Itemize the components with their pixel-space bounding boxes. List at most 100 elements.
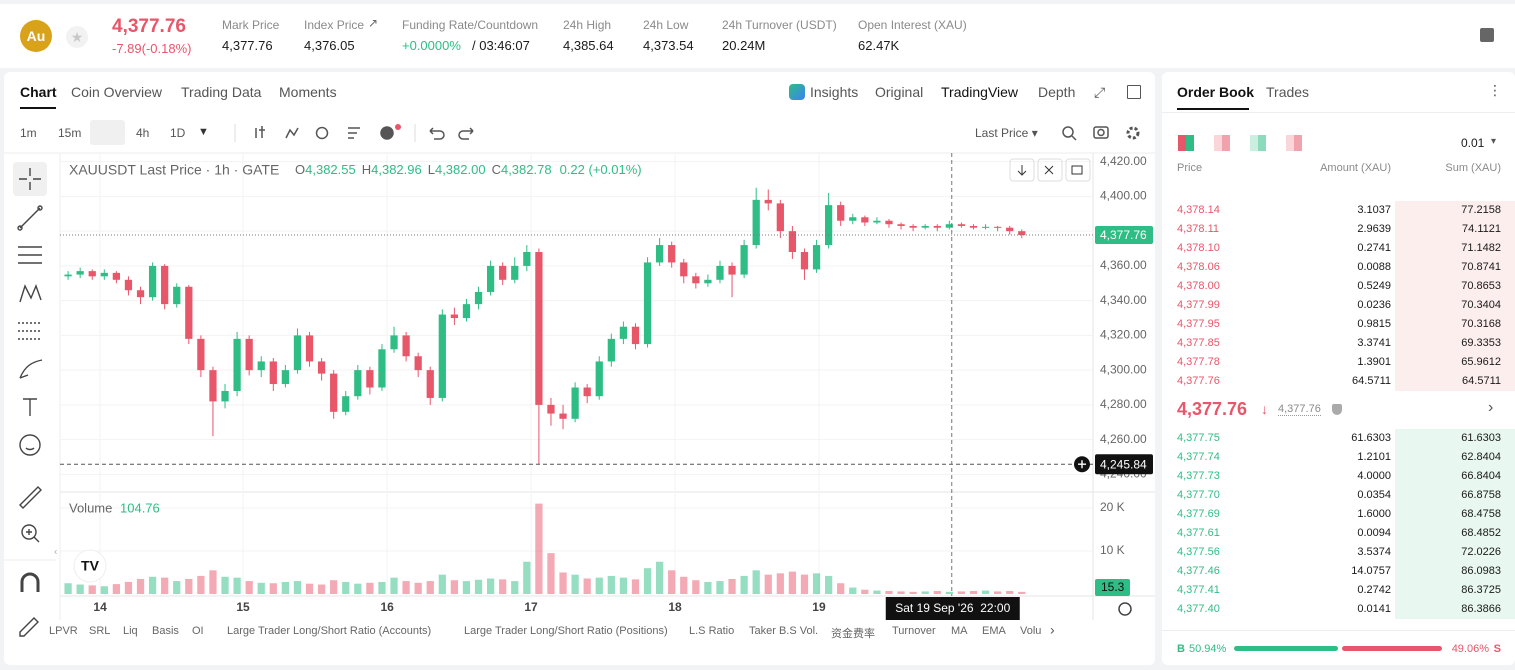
indicator[interactable]: Liq (123, 625, 138, 637)
x-tick-label: 19 (812, 600, 826, 614)
volume-bar (776, 573, 784, 594)
candle-icon[interactable] (255, 126, 265, 138)
new-dot (395, 124, 401, 130)
tool-selected-bg (13, 162, 47, 196)
candle-body (861, 217, 869, 223)
emoji-tool[interactable] (19, 434, 41, 456)
search-icon[interactable] (1062, 126, 1074, 138)
ob-amount: 14.0757 (1351, 565, 1391, 577)
scroll-right[interactable]: › (1050, 622, 1055, 638)
orderbook: Order Book Trades ⋮ 0.01 ▾ Price Amount (XAU) S… (1162, 72, 1515, 665)
collapse-arrow[interactable]: ‹ (54, 547, 57, 558)
view-tab[interactable]: Insights (810, 84, 859, 100)
pattern-tool[interactable] (19, 284, 42, 303)
depth-bar (1395, 258, 1515, 277)
chart-tab[interactable]: Coin Overview (71, 84, 163, 100)
indicator[interactable]: Volu (1020, 625, 1042, 637)
ob-row: 4,377.73 4.0000 66.8404 (1162, 467, 1515, 486)
fib-tool[interactable] (18, 322, 42, 340)
add-icon[interactable] (380, 126, 394, 140)
chart-tab[interactable]: Chart (20, 84, 57, 100)
chart-tab[interactable]: Trading Data (181, 84, 262, 100)
indicator[interactable]: Large Trader Long/Short Ratio (Positions… (464, 625, 668, 637)
depth-bar (1395, 334, 1515, 353)
ob-tab[interactable]: Trades (1266, 84, 1310, 100)
pane-button[interactable] (1009, 158, 1035, 182)
redo-icon[interactable] (458, 127, 474, 140)
trendline-tool[interactable] (19, 207, 41, 229)
view-tab[interactable]: Depth (1038, 84, 1076, 100)
ob-menu[interactable]: ⋮ (1488, 82, 1502, 98)
volume-bar (571, 574, 579, 594)
favorite-star[interactable]: ★ (66, 26, 88, 48)
ruler-tool[interactable] (19, 486, 42, 509)
volume-bar (909, 591, 917, 594)
volume-bar (933, 590, 941, 594)
zoom-tool[interactable] (21, 524, 37, 540)
interval[interactable]: 1m (20, 126, 37, 140)
candle-body (849, 217, 857, 221)
fullscreen-icon[interactable]: ⤢ (1094, 84, 1106, 100)
candle-body (619, 326, 628, 339)
candle-body (221, 390, 229, 402)
volume-bar (728, 578, 736, 594)
coin-logo: Au (20, 20, 52, 52)
ob-view-icon[interactable] (1178, 135, 1194, 151)
indicator[interactable]: L.S Ratio (689, 625, 735, 637)
indicator[interactable]: Turnover (892, 625, 936, 637)
indicator[interactable]: Large Trader Long/Short Ratio (Accounts) (227, 625, 432, 637)
magnet-tool[interactable] (20, 572, 40, 592)
indicator-icon[interactable] (285, 127, 299, 139)
chart-tab[interactable]: Moments (279, 84, 337, 100)
interval[interactable]: 4h (136, 126, 150, 140)
brush-tool[interactable] (19, 359, 43, 379)
panel-icon[interactable] (1480, 28, 1494, 42)
pane-button[interactable] (1065, 158, 1091, 182)
ob-underline (1177, 108, 1249, 110)
undo-icon[interactable] (429, 127, 445, 140)
indicator[interactable]: 资金费率 (831, 628, 875, 640)
lock-tool[interactable] (19, 617, 39, 637)
ob-row: 4,377.61 0.0094 68.4852 (1162, 524, 1515, 543)
indicator[interactable]: MA (951, 625, 968, 637)
buy-label: 50.94% (1189, 643, 1227, 655)
ob-chevron[interactable]: › (1488, 399, 1494, 416)
ob-tick[interactable]: 0.01 (1461, 136, 1485, 150)
settings-icon[interactable] (1126, 126, 1140, 140)
indicator[interactable]: LPVR (49, 625, 78, 637)
interval-dropdown[interactable]: ▼ (198, 126, 209, 138)
indicator[interactable]: EMA (982, 625, 1006, 637)
y-tick-label: 4,300.00 (1100, 362, 1147, 376)
y-tick-label: 4,420.00 (1100, 154, 1147, 168)
candle-body (655, 245, 664, 263)
pane-button[interactable] (1037, 158, 1063, 182)
ob-view-icon[interactable] (1250, 135, 1266, 151)
ob-tab[interactable]: Order Book (1177, 84, 1255, 100)
ob-view-icon[interactable] (1286, 135, 1302, 151)
indicator[interactable]: OI (192, 625, 204, 637)
interval[interactable]: 1D (170, 126, 186, 140)
camera-icon[interactable] (1093, 126, 1109, 139)
indicator[interactable]: Taker B.S Vol. (749, 625, 819, 637)
candle-body (680, 262, 688, 277)
depth-bar (1395, 220, 1515, 239)
chart-panel (4, 72, 1155, 665)
text-tool[interactable] (23, 398, 37, 416)
ob-view-icon[interactable] (1214, 135, 1230, 151)
channel-tool[interactable] (18, 246, 42, 264)
indicator[interactable]: SRL (89, 625, 111, 637)
view-tab[interactable]: TradingView (941, 84, 1019, 100)
candle-body (269, 361, 277, 385)
interval[interactable]: 15m (58, 126, 82, 140)
template-icon[interactable] (348, 127, 360, 139)
axis-settings[interactable] (1118, 602, 1132, 616)
layout-icon[interactable] (1127, 85, 1141, 99)
view-tab[interactable]: Original (875, 84, 924, 100)
ob-row: 4,377.69 1.6000 68.4758 (1162, 505, 1515, 524)
price-type[interactable]: Last Price ▾ (975, 126, 1038, 140)
indicator[interactable]: Basis (152, 625, 179, 637)
sell-label: 49.06% (1451, 643, 1489, 655)
replay-icon[interactable] (315, 126, 329, 140)
stat-extra: / 03:46:07 (472, 38, 530, 53)
crosshair-tool[interactable] (19, 168, 41, 190)
